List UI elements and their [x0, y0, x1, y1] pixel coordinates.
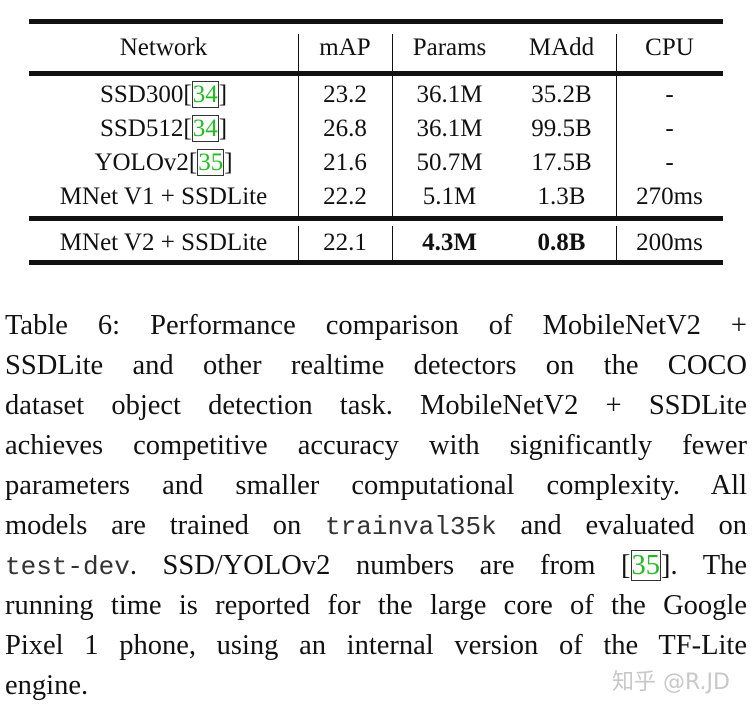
caption-line: engine. — [5, 666, 747, 706]
cpu-cell: - — [665, 81, 674, 108]
table-mid-rule — [29, 216, 723, 221]
map-cell: 23.2 — [323, 81, 367, 108]
column-divider — [392, 34, 393, 71]
madd-cell: 99.5B — [531, 115, 592, 142]
column-divider — [616, 34, 617, 71]
column-divider — [298, 34, 299, 71]
citation-link[interactable]: 35 — [630, 550, 662, 581]
params-cell: 36.1M — [416, 81, 483, 108]
citation-link[interactable]: 34 — [191, 81, 219, 108]
header-network: Network — [119, 34, 208, 61]
network-name: SSD300 — [99, 81, 184, 108]
caption-text: ]. The — [661, 550, 747, 581]
caption-line: achieves competitive accuracy with signi… — [5, 426, 747, 466]
caption-line: Table 6: Performance comparison of Mobil… — [5, 306, 747, 346]
madd-cell: 35.2B — [531, 81, 592, 108]
table-top-rule — [29, 19, 723, 24]
column-divider — [616, 226, 617, 260]
madd-cell: 0.8B — [537, 229, 586, 256]
header-madd: MAdd — [528, 34, 595, 61]
params-cell: 36.1M — [416, 115, 483, 142]
network-cell: YOLOv2[35] — [94, 149, 233, 176]
column-divider — [298, 226, 299, 260]
caption-text: SSDLite and other realtime detectors on … — [5, 350, 747, 381]
caption-text: . SSD/YOLOv2 numbers are from [ — [129, 550, 631, 581]
madd-cell: 17.5B — [531, 149, 592, 176]
caption-line: test-dev. SSD/YOLOv2 numbers are from [3… — [5, 546, 747, 586]
citation-link[interactable]: 34 — [191, 115, 219, 142]
map-cell: 26.8 — [323, 115, 367, 142]
params-cell: 4.3M — [422, 229, 477, 256]
citation-link[interactable]: 35 — [197, 149, 225, 176]
table-header-rule — [29, 71, 723, 76]
caption-line: models are trained on trainval35k and ev… — [5, 506, 747, 546]
caption-text: models are trained on — [5, 510, 326, 541]
network-cell: MNet V1 + SSDLite — [59, 183, 268, 210]
header-map: mAP — [319, 34, 371, 61]
cpu-cell: - — [665, 149, 674, 176]
cpu-cell: 270ms — [636, 183, 703, 210]
network-cell: SSD512[34] — [99, 115, 228, 142]
madd-cell: 1.3B — [537, 183, 586, 210]
column-divider — [392, 76, 393, 216]
caption-text: engine. — [5, 670, 89, 701]
caption-line: SSDLite and other realtime detectors on … — [5, 346, 747, 386]
map-cell: 22.2 — [323, 183, 367, 210]
caption-line: dataset object detection task. MobileNet… — [5, 386, 747, 426]
cpu-cell: 200ms — [636, 229, 703, 256]
params-cell: 5.1M — [422, 183, 477, 210]
table-row: YOLOv2[35] 21.6 50.7M 17.5B - — [29, 146, 723, 180]
header-cpu: CPU — [645, 34, 694, 61]
map-cell: 21.6 — [323, 149, 367, 176]
table-header-row: Network mAP Params MAdd CPU — [29, 31, 723, 65]
code-trainval35k: trainval35k — [325, 512, 497, 542]
caption-text: and evaluated on — [496, 510, 748, 541]
caption-text: running time is reported for the large c… — [5, 590, 747, 621]
table-row-highlight: MNet V2 + SSDLite 22.1 4.3M 0.8B 200ms — [29, 226, 723, 260]
network-cell: SSD300[34] — [99, 81, 228, 108]
column-divider — [298, 76, 299, 216]
map-cell: 22.1 — [323, 229, 367, 256]
caption-line: running time is reported for the large c… — [5, 586, 747, 626]
table-row: SSD512[34] 26.8 36.1M 99.5B - — [29, 112, 723, 146]
table-caption: Table 6: Performance comparison of Mobil… — [5, 306, 747, 706]
code-test-dev: test-dev — [5, 552, 130, 582]
caption-text: dataset object detection task. MobileNet… — [5, 390, 747, 421]
table-row: SSD300[34] 23.2 36.1M 35.2B - — [29, 78, 723, 112]
table-bottom-rule — [29, 260, 723, 265]
caption-text: Pixel 1 phone, using an internal version… — [5, 630, 747, 661]
cpu-cell: - — [665, 115, 674, 142]
caption-text: parameters and smaller computational com… — [5, 470, 747, 501]
caption-line: Pixel 1 phone, using an internal version… — [5, 626, 747, 666]
params-cell: 50.7M — [416, 149, 483, 176]
caption-line: parameters and smaller computational com… — [5, 466, 747, 506]
caption-text: Table 6: Performance comparison of Mobil… — [5, 310, 747, 341]
network-cell: MNet V2 + SSDLite — [59, 229, 268, 256]
header-params: Params — [412, 34, 487, 61]
watermark: 知乎 @R.JD — [612, 670, 730, 695]
table-row: MNet V1 + SSDLite 22.2 5.1M 1.3B 270ms — [29, 180, 723, 214]
network-name: YOLOv2 — [94, 149, 189, 176]
column-divider — [392, 226, 393, 260]
network-name: SSD512 — [99, 115, 184, 142]
column-divider — [616, 76, 617, 216]
caption-text: achieves competitive accuracy with signi… — [5, 430, 747, 461]
